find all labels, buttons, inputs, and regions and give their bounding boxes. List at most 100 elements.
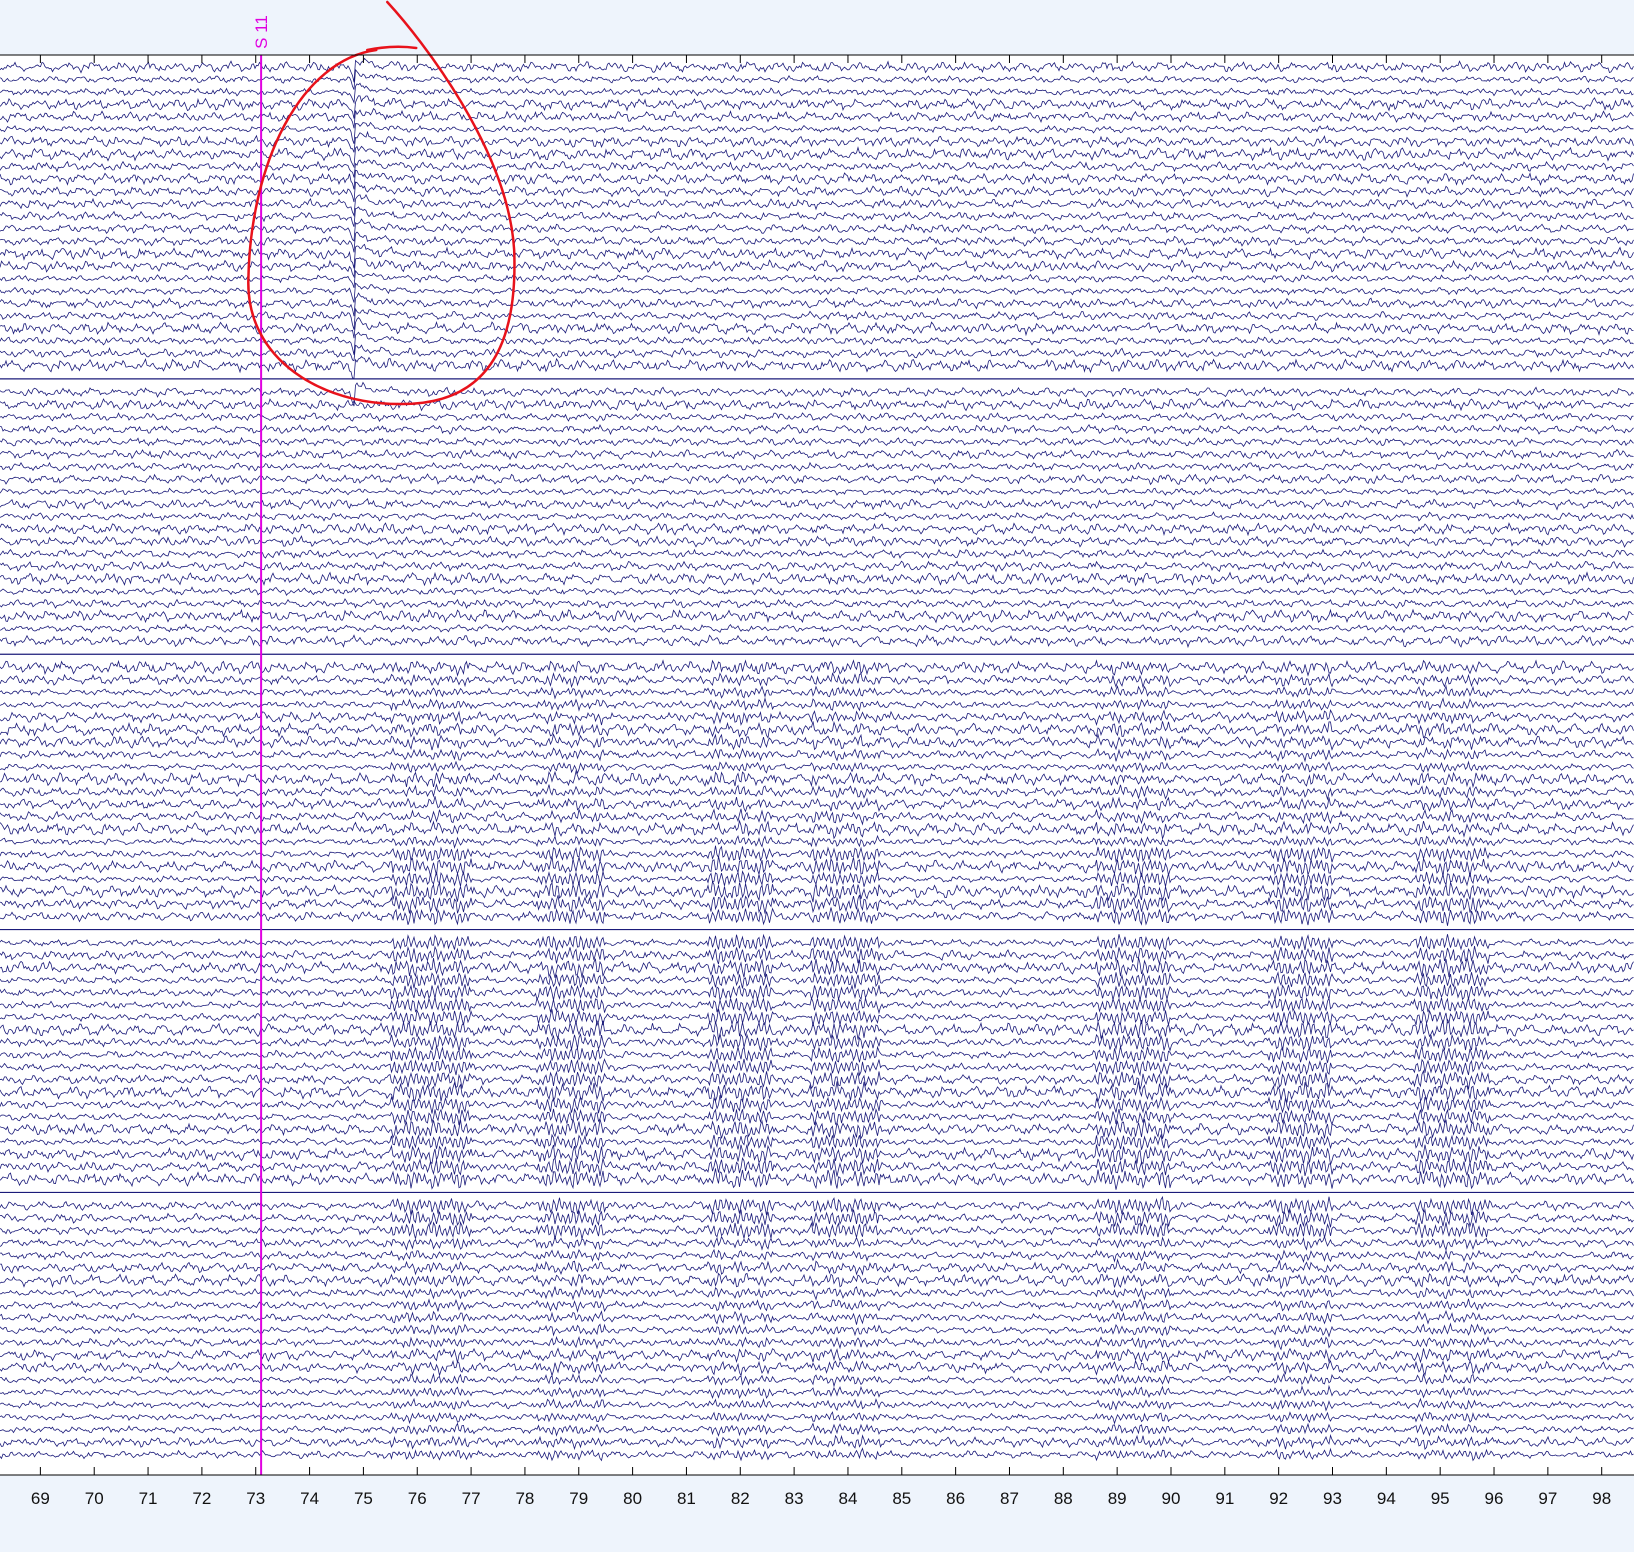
red-circle-annotation xyxy=(247,0,516,406)
x-tick-label: 86 xyxy=(946,1489,965,1508)
x-tick-label: 95 xyxy=(1431,1489,1450,1508)
eeg-channel-trace xyxy=(0,511,1634,522)
eeg-channel-trace xyxy=(0,398,1634,412)
eeg-channel-trace xyxy=(0,412,1634,423)
x-tick-label: 90 xyxy=(1162,1489,1181,1508)
eeg-channel-trace xyxy=(0,1081,1634,1103)
x-tick-label: 73 xyxy=(246,1489,265,1508)
eeg-channel-trace xyxy=(0,1285,1634,1301)
time-axis: 6869707172737475767778798081828384858687… xyxy=(31,55,1611,1508)
x-tick-label: 75 xyxy=(354,1489,373,1508)
eeg-channel-trace xyxy=(0,1133,1634,1151)
x-tick-label: 94 xyxy=(1377,1489,1396,1508)
eeg-channel-trace xyxy=(0,907,1634,926)
eeg-channel-trace xyxy=(0,1018,1634,1041)
eeg-channel-trace xyxy=(0,1335,1634,1351)
event-marker-label: S 11 xyxy=(252,15,271,49)
eeg-channel-trace xyxy=(0,720,1634,739)
eeg-channel-trace xyxy=(0,1195,1634,1216)
eeg-channel-trace xyxy=(0,487,1634,496)
eeg-channel-trace xyxy=(0,733,1634,751)
eeg-channel-trace xyxy=(0,996,1634,1015)
eeg-channel-trace xyxy=(0,194,1634,218)
eeg-channel-trace xyxy=(0,1008,1634,1027)
eeg-channel-trace xyxy=(0,659,1634,677)
x-tick-label: 74 xyxy=(300,1489,319,1508)
eeg-channel-trace xyxy=(0,331,1634,355)
eeg-channel-trace xyxy=(0,1235,1634,1252)
eeg-channel-trace xyxy=(0,356,1634,379)
x-tick-label: 72 xyxy=(192,1489,211,1508)
x-tick-label: 87 xyxy=(1000,1489,1019,1508)
channel-group-separators xyxy=(0,378,1634,1194)
eeg-channel-trace xyxy=(0,608,1634,624)
eeg-channel-trace xyxy=(0,231,1634,253)
x-tick-label: 70 xyxy=(85,1489,104,1508)
eeg-channel-trace xyxy=(0,307,1634,330)
eeg-channel-trace xyxy=(0,894,1634,914)
eeg-channel-trace xyxy=(0,933,1634,952)
eeg-channel-trace xyxy=(0,1411,1634,1425)
eeg-channel-trace xyxy=(0,1310,1634,1326)
x-tick-label: 97 xyxy=(1538,1489,1557,1508)
x-tick-label: 78 xyxy=(515,1489,534,1508)
eeg-channel-trace xyxy=(0,845,1634,863)
eeg-channel-trace xyxy=(0,107,1634,129)
eeg-channel-trace xyxy=(0,1157,1634,1177)
eeg-channel-trace xyxy=(0,57,1634,83)
x-tick-label: 76 xyxy=(408,1489,427,1508)
eeg-channel-trace xyxy=(0,1258,1634,1276)
eeg-channel-trace xyxy=(0,598,1634,610)
eeg-channel-trace xyxy=(0,1347,1634,1364)
eeg-channel-trace xyxy=(0,1447,1634,1462)
eeg-channel-trace xyxy=(0,82,1634,105)
red-circle-stroke-end xyxy=(366,45,418,52)
eeg-channel-trace xyxy=(0,1298,1634,1313)
eeg-channel-trace xyxy=(0,571,1634,587)
eeg-channel-trace xyxy=(0,1033,1634,1052)
eeg-channel-trace xyxy=(0,1058,1634,1077)
x-tick-label: 81 xyxy=(677,1489,696,1508)
eeg-channel-trace xyxy=(0,769,1634,789)
eeg-channel-trace xyxy=(0,1359,1634,1377)
eeg-channel-trace xyxy=(0,243,1634,269)
eeg-channel-trace xyxy=(0,1168,1634,1190)
eeg-channel-trace xyxy=(0,1422,1634,1437)
eeg-channel-trace xyxy=(0,709,1634,727)
eeg-channel-trace xyxy=(0,560,1634,573)
eeg-channel-trace xyxy=(0,783,1634,801)
eeg-channel-trace xyxy=(0,130,1634,153)
eeg-channel-trace xyxy=(0,436,1634,448)
eeg-channel-trace xyxy=(0,1118,1634,1140)
eeg-channel-trace xyxy=(0,95,1634,119)
eeg-channel-trace xyxy=(0,1069,1634,1090)
x-tick-label: 83 xyxy=(785,1489,804,1508)
eeg-channel-trace xyxy=(0,68,1634,90)
eeg-channel-trace xyxy=(0,696,1634,712)
eeg-channel-trace xyxy=(0,1095,1634,1114)
eeg-channel-trace xyxy=(0,316,1634,339)
x-tick-label: 77 xyxy=(462,1489,481,1508)
eeg-channel-trace xyxy=(0,535,1634,548)
eeg-channel-trace xyxy=(0,497,1634,511)
eeg-channel-trace xyxy=(0,448,1634,461)
eeg-channel-trace xyxy=(0,1107,1634,1126)
x-tick-label: 82 xyxy=(731,1489,750,1508)
eeg-channel-trace xyxy=(0,1372,1634,1388)
x-tick-label: 85 xyxy=(892,1489,911,1508)
eeg-channel-trace xyxy=(0,473,1634,486)
eeg-channel-trace xyxy=(0,1272,1634,1290)
eeg-channel-trace xyxy=(0,684,1634,700)
eeg-channel-trace xyxy=(0,945,1634,966)
eeg-channel-trace xyxy=(0,181,1634,203)
eeg-channel-trace xyxy=(0,760,1634,775)
eeg-channel-trace xyxy=(0,121,1634,144)
eeg-channel-trace xyxy=(0,1248,1634,1264)
eeg-channel-trace xyxy=(0,672,1634,689)
eeg-channel-trace xyxy=(0,1433,1634,1451)
x-tick-label: 91 xyxy=(1215,1489,1234,1508)
eeg-channel-trace xyxy=(0,796,1634,813)
eeg-channel-trace xyxy=(0,586,1634,596)
x-tick-label: 92 xyxy=(1269,1489,1288,1508)
